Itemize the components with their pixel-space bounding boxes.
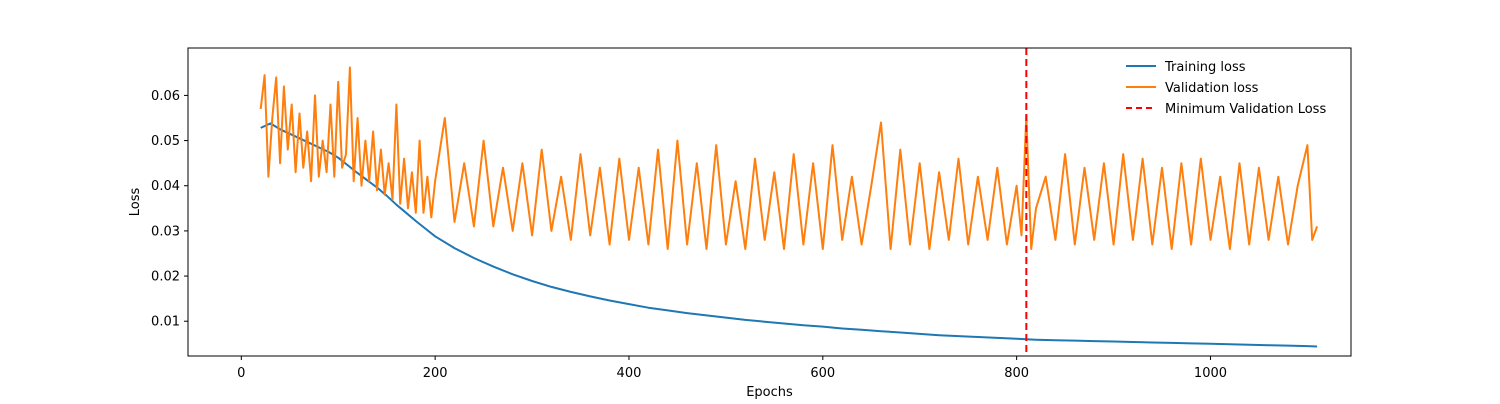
x-tick-label: 200 [423,366,448,381]
x-tick-label: 600 [810,366,835,381]
legend-label-2: Minimum Validation Loss [1165,102,1326,117]
x-axis-ticks: 0 200 400 600 800 1000 [237,356,1227,381]
plot-series [259,48,1319,356]
y-axis-ticks: 0.01 0.02 0.03 0.04 0.05 0.06 [151,89,188,330]
y-tick-label: 0.03 [151,224,180,239]
x-tick-label: 400 [617,366,642,381]
y-tick-label: 0.02 [151,270,180,285]
x-tick-label: 800 [1004,366,1029,381]
y-tick-label: 0.01 [151,315,180,330]
legend: Training loss Validation loss Minimum Vali… [1126,60,1326,117]
x-tick-label: 0 [237,366,245,381]
axes-frame [187,47,1352,357]
series-line-0 [260,122,1318,348]
x-axis-label: Epochs [746,385,793,400]
legend-label-1: Validation loss [1165,81,1259,96]
y-tick-label: 0.06 [151,89,180,104]
y-axis-label: Loss [128,188,143,217]
y-tick-label: 0.05 [151,134,180,149]
legend-label-0: Training loss [1164,60,1246,75]
series-line-1 [259,66,1319,250]
x-tick-label: 1000 [1194,366,1227,381]
y-tick-label: 0.04 [151,179,180,194]
